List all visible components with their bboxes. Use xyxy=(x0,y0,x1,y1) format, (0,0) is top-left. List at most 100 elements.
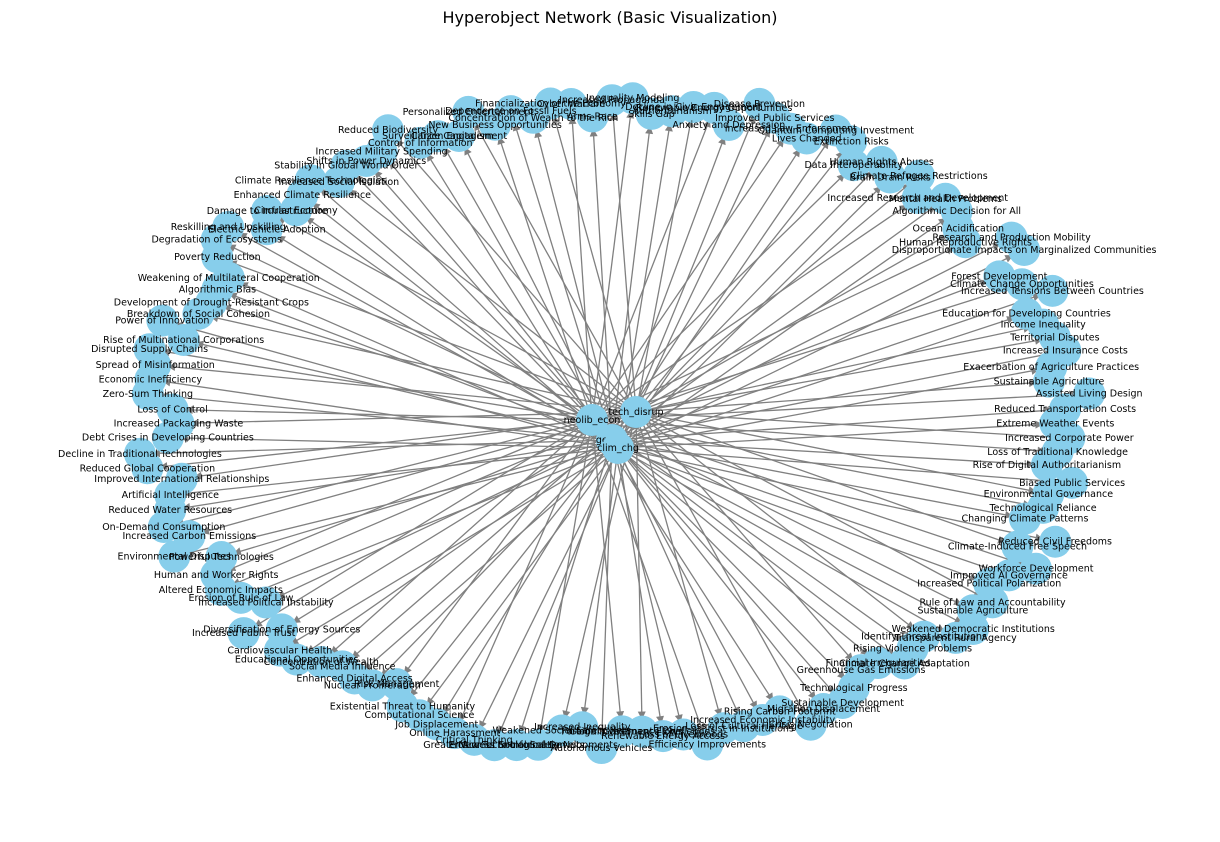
node-label: Environmental Disputes xyxy=(117,552,231,563)
edge-arrowhead xyxy=(609,112,618,121)
node-label: Increased Tensions Between Countries xyxy=(961,286,1144,297)
graph-node xyxy=(305,646,338,679)
node-label: Disproportionate Impacts on Marginalized… xyxy=(892,245,1157,256)
node-label: Crisis Negotiation xyxy=(769,720,853,731)
node-label: Transparent Rural Agency xyxy=(894,633,1017,644)
node-label: Rule of Law and Accountability xyxy=(919,597,1066,608)
edge xyxy=(338,181,637,413)
node-label: Personalized Entertainment xyxy=(403,107,535,118)
node-label: Improved Public Services xyxy=(715,113,834,124)
node-label: Increased Insurance Costs xyxy=(1003,346,1128,357)
edge xyxy=(240,447,619,599)
node-label: Loss of Control xyxy=(137,405,207,416)
node-label: Risk Management xyxy=(354,679,440,690)
edge xyxy=(635,106,695,413)
edge xyxy=(591,128,792,421)
node-label: Research and Production Mobility xyxy=(932,233,1091,244)
node-label: Workforce Development xyxy=(979,564,1094,575)
node-label: Increased Packaging Waste xyxy=(114,418,244,429)
graph-node xyxy=(249,586,282,619)
node-label: Increased Law Enforcement xyxy=(725,124,857,135)
edge xyxy=(183,339,613,441)
node-label: Human Rights Abuses xyxy=(829,157,934,168)
edge xyxy=(345,165,593,421)
edge xyxy=(635,324,1044,413)
edge xyxy=(365,160,613,441)
edge xyxy=(217,256,637,413)
node-layer xyxy=(123,82,1106,765)
node-label: Erosion of Social Safety Nets xyxy=(448,740,584,751)
graph-node xyxy=(874,161,907,194)
node-label: Breakdown of Social Cohesion xyxy=(127,309,270,320)
edge xyxy=(635,411,643,732)
edge-arrowhead xyxy=(626,110,635,119)
node-label: Electric Vehicle Adoption xyxy=(208,224,326,235)
edge-arrowhead xyxy=(637,711,646,720)
node-label: Exacerbation of Agriculture Practices xyxy=(963,362,1139,373)
edge xyxy=(611,237,1012,441)
edge-arrowhead xyxy=(568,115,577,125)
node-label: Erosion of Trust in Institutions xyxy=(653,723,794,734)
node-label: Algorithmic Decision for All xyxy=(892,206,1021,217)
graph-node xyxy=(1039,525,1072,558)
edge-arrowhead xyxy=(645,125,654,135)
node-label: Biased Public Services xyxy=(1019,478,1125,489)
edge xyxy=(617,447,1056,543)
edge-arrowhead xyxy=(1035,420,1044,429)
edge xyxy=(617,447,879,664)
edge xyxy=(172,408,593,421)
graph-node xyxy=(227,617,260,650)
node-label: Rise of Digital Authoritarianism xyxy=(973,460,1121,471)
edge xyxy=(635,411,725,729)
graph-node xyxy=(156,393,189,426)
node-label: Financial Irregularities xyxy=(826,658,931,669)
edge xyxy=(216,239,593,421)
edge-arrowhead xyxy=(537,724,546,733)
node-label: Circular Economy xyxy=(254,205,338,216)
graph-node xyxy=(585,732,618,765)
node-label: Increased Corporate Power xyxy=(1005,433,1134,444)
hub-label: clim_chg xyxy=(597,443,639,454)
edge-arrowhead xyxy=(190,418,199,427)
node-label: Migration Displacement xyxy=(767,704,880,715)
edge xyxy=(611,124,730,441)
graph-node xyxy=(372,114,405,147)
edge xyxy=(320,419,593,663)
node-label: Cyber Warfare xyxy=(537,99,605,110)
node-label: Cardiovascular Health xyxy=(227,646,332,657)
node-label: Reduced Biodiversity xyxy=(338,125,439,136)
edge xyxy=(266,210,637,413)
node-label: Damage to Infrastructure xyxy=(207,206,328,217)
edge xyxy=(611,113,653,441)
edge xyxy=(591,164,855,421)
edge-arrowhead xyxy=(616,711,625,720)
graph-node xyxy=(794,708,827,741)
node-label: Enhanced Climate Resilience xyxy=(234,190,372,201)
edge xyxy=(600,439,613,749)
graph-node xyxy=(294,164,327,197)
node-label: Disease Prevention xyxy=(714,99,805,110)
edge xyxy=(611,161,883,441)
edge xyxy=(611,439,1026,520)
graph-node xyxy=(133,333,166,366)
node-label: Surveillance Capitalism xyxy=(382,131,493,142)
edge xyxy=(635,411,812,726)
node-label: Debt Crises in Developing Countries xyxy=(82,433,254,444)
node-label: Arms Race xyxy=(567,111,618,122)
node-label: Loss of Cultural Heritage xyxy=(685,721,803,732)
node-label: Artificial Intelligence xyxy=(122,490,220,501)
edge xyxy=(532,117,619,449)
edge-arrowhead xyxy=(1026,460,1035,469)
node-label: Climate Change Adaptation xyxy=(839,658,970,669)
edge xyxy=(591,419,1037,570)
edge xyxy=(617,447,990,585)
node-label: Power of Innovation xyxy=(115,316,209,327)
graph-node xyxy=(545,714,578,747)
graph-node xyxy=(949,226,982,259)
node-label: Increased Inequality xyxy=(534,722,631,733)
node-label: Improved International Relationships xyxy=(94,474,269,485)
edge xyxy=(635,140,852,413)
node-label: Quantum Computing Investment xyxy=(758,126,915,137)
edge xyxy=(467,111,637,413)
edge xyxy=(170,439,613,511)
